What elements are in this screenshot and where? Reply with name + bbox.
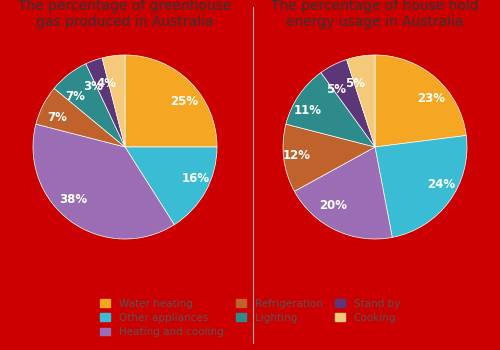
Wedge shape xyxy=(286,72,375,147)
Title: The percentage of greenhouse
gas produced in Australia: The percentage of greenhouse gas produce… xyxy=(18,0,232,29)
Text: 4%: 4% xyxy=(97,77,117,90)
Wedge shape xyxy=(321,60,375,147)
Text: 20%: 20% xyxy=(320,199,347,212)
Wedge shape xyxy=(375,55,466,147)
Wedge shape xyxy=(102,55,125,147)
Wedge shape xyxy=(54,64,125,147)
Text: 23%: 23% xyxy=(418,92,446,105)
Title: The percentage of house hold
energy usage in Australia: The percentage of house hold energy usag… xyxy=(271,0,479,29)
Wedge shape xyxy=(33,124,174,239)
Text: 25%: 25% xyxy=(170,95,198,108)
Wedge shape xyxy=(36,88,125,147)
Legend: Water heating, Other appliances, Heating and cooling, Refrigeration, Lighting, S: Water heating, Other appliances, Heating… xyxy=(96,295,405,341)
Wedge shape xyxy=(346,55,375,147)
Wedge shape xyxy=(125,147,217,225)
Text: 24%: 24% xyxy=(427,178,455,191)
Wedge shape xyxy=(125,55,217,147)
Text: 5%: 5% xyxy=(326,83,346,96)
Text: 11%: 11% xyxy=(294,104,322,117)
Text: 7%: 7% xyxy=(66,90,86,103)
Text: 7%: 7% xyxy=(48,111,68,124)
Wedge shape xyxy=(283,124,375,191)
Text: 38%: 38% xyxy=(59,193,87,205)
Text: 12%: 12% xyxy=(283,148,311,162)
Wedge shape xyxy=(86,58,125,147)
Wedge shape xyxy=(294,147,392,239)
Text: 3%: 3% xyxy=(84,80,103,93)
Text: 16%: 16% xyxy=(182,172,210,184)
Wedge shape xyxy=(375,135,467,237)
Text: 5%: 5% xyxy=(345,77,365,90)
